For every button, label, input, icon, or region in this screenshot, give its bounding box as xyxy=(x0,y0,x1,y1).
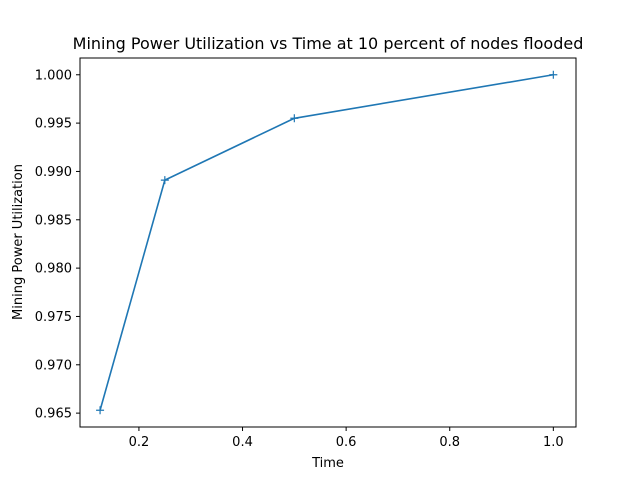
y-axis-ticks: 0.965 0.970 0.975 0.980 0.985 0.990 0.995 1.000 xyxy=(35,68,80,422)
y-tick-label: 0.995 xyxy=(35,117,72,132)
y-tick-label: 1.000 xyxy=(35,68,72,83)
x-tick-label: 0.4 xyxy=(232,435,253,450)
x-axis-label: Time xyxy=(311,456,344,471)
x-tick-label: 1.0 xyxy=(543,435,564,450)
y-axis-label: Mining Power Utilization xyxy=(11,164,26,320)
data-point-marker xyxy=(549,70,558,79)
data-point-marker xyxy=(96,406,105,415)
y-tick-label: 0.985 xyxy=(35,213,72,228)
y-tick-label: 0.990 xyxy=(35,165,72,180)
data-point-marker xyxy=(160,176,169,185)
data-point-marker xyxy=(290,114,299,123)
y-tick-label: 0.975 xyxy=(35,310,72,325)
x-tick-label: 0.2 xyxy=(129,435,150,450)
y-tick-label: 0.965 xyxy=(35,407,72,422)
series-layer xyxy=(96,70,558,415)
chart-title: Mining Power Utilization vs Time at 10 p… xyxy=(73,34,584,53)
x-axis-ticks: 0.2 0.4 0.6 0.8 1.0 xyxy=(129,427,564,450)
plot-area: 0.2 0.4 0.6 0.8 1.0 0.965 0.970 0.975 0.980 0.98… xyxy=(35,57,577,450)
x-tick-label: 0.6 xyxy=(336,435,357,450)
y-tick-label: 0.980 xyxy=(35,262,72,277)
y-tick-label: 0.970 xyxy=(35,358,72,373)
axes-frame xyxy=(79,57,577,428)
x-tick-label: 0.8 xyxy=(439,435,460,450)
series-line xyxy=(99,73,554,411)
